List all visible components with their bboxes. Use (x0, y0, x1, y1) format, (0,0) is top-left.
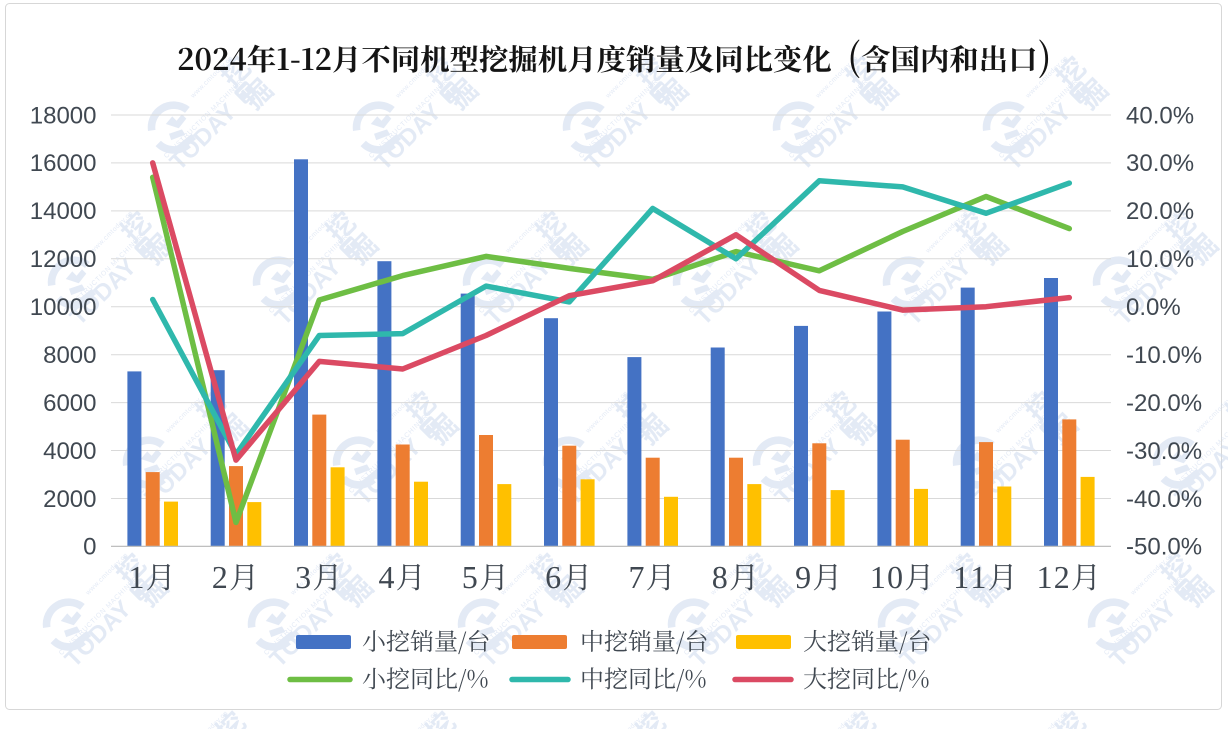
svg-text:8000: 8000 (43, 342, 96, 369)
svg-text:10.0%: 10.0% (1126, 246, 1194, 273)
svg-text:0: 0 (83, 534, 96, 561)
svg-text:40.0%: 40.0% (1126, 102, 1194, 129)
svg-text:4000: 4000 (43, 438, 96, 465)
svg-text:18000: 18000 (30, 102, 97, 129)
svg-text:14000: 14000 (30, 198, 97, 225)
svg-text:20.0%: 20.0% (1126, 198, 1194, 225)
svg-text:-20.0%: -20.0% (1126, 390, 1202, 417)
svg-text:-30.0%: -30.0% (1126, 438, 1202, 465)
svg-text:16000: 16000 (30, 150, 97, 177)
svg-text:12000: 12000 (30, 246, 97, 273)
svg-text:30.0%: 30.0% (1126, 150, 1194, 177)
svg-text:-50.0%: -50.0% (1126, 534, 1202, 561)
svg-text:0.0%: 0.0% (1126, 294, 1181, 321)
svg-text:-10.0%: -10.0% (1126, 342, 1202, 369)
svg-text:2000: 2000 (43, 486, 96, 513)
svg-text:10000: 10000 (30, 294, 97, 321)
svg-text:6000: 6000 (43, 390, 96, 417)
svg-text:-40.0%: -40.0% (1126, 486, 1202, 513)
